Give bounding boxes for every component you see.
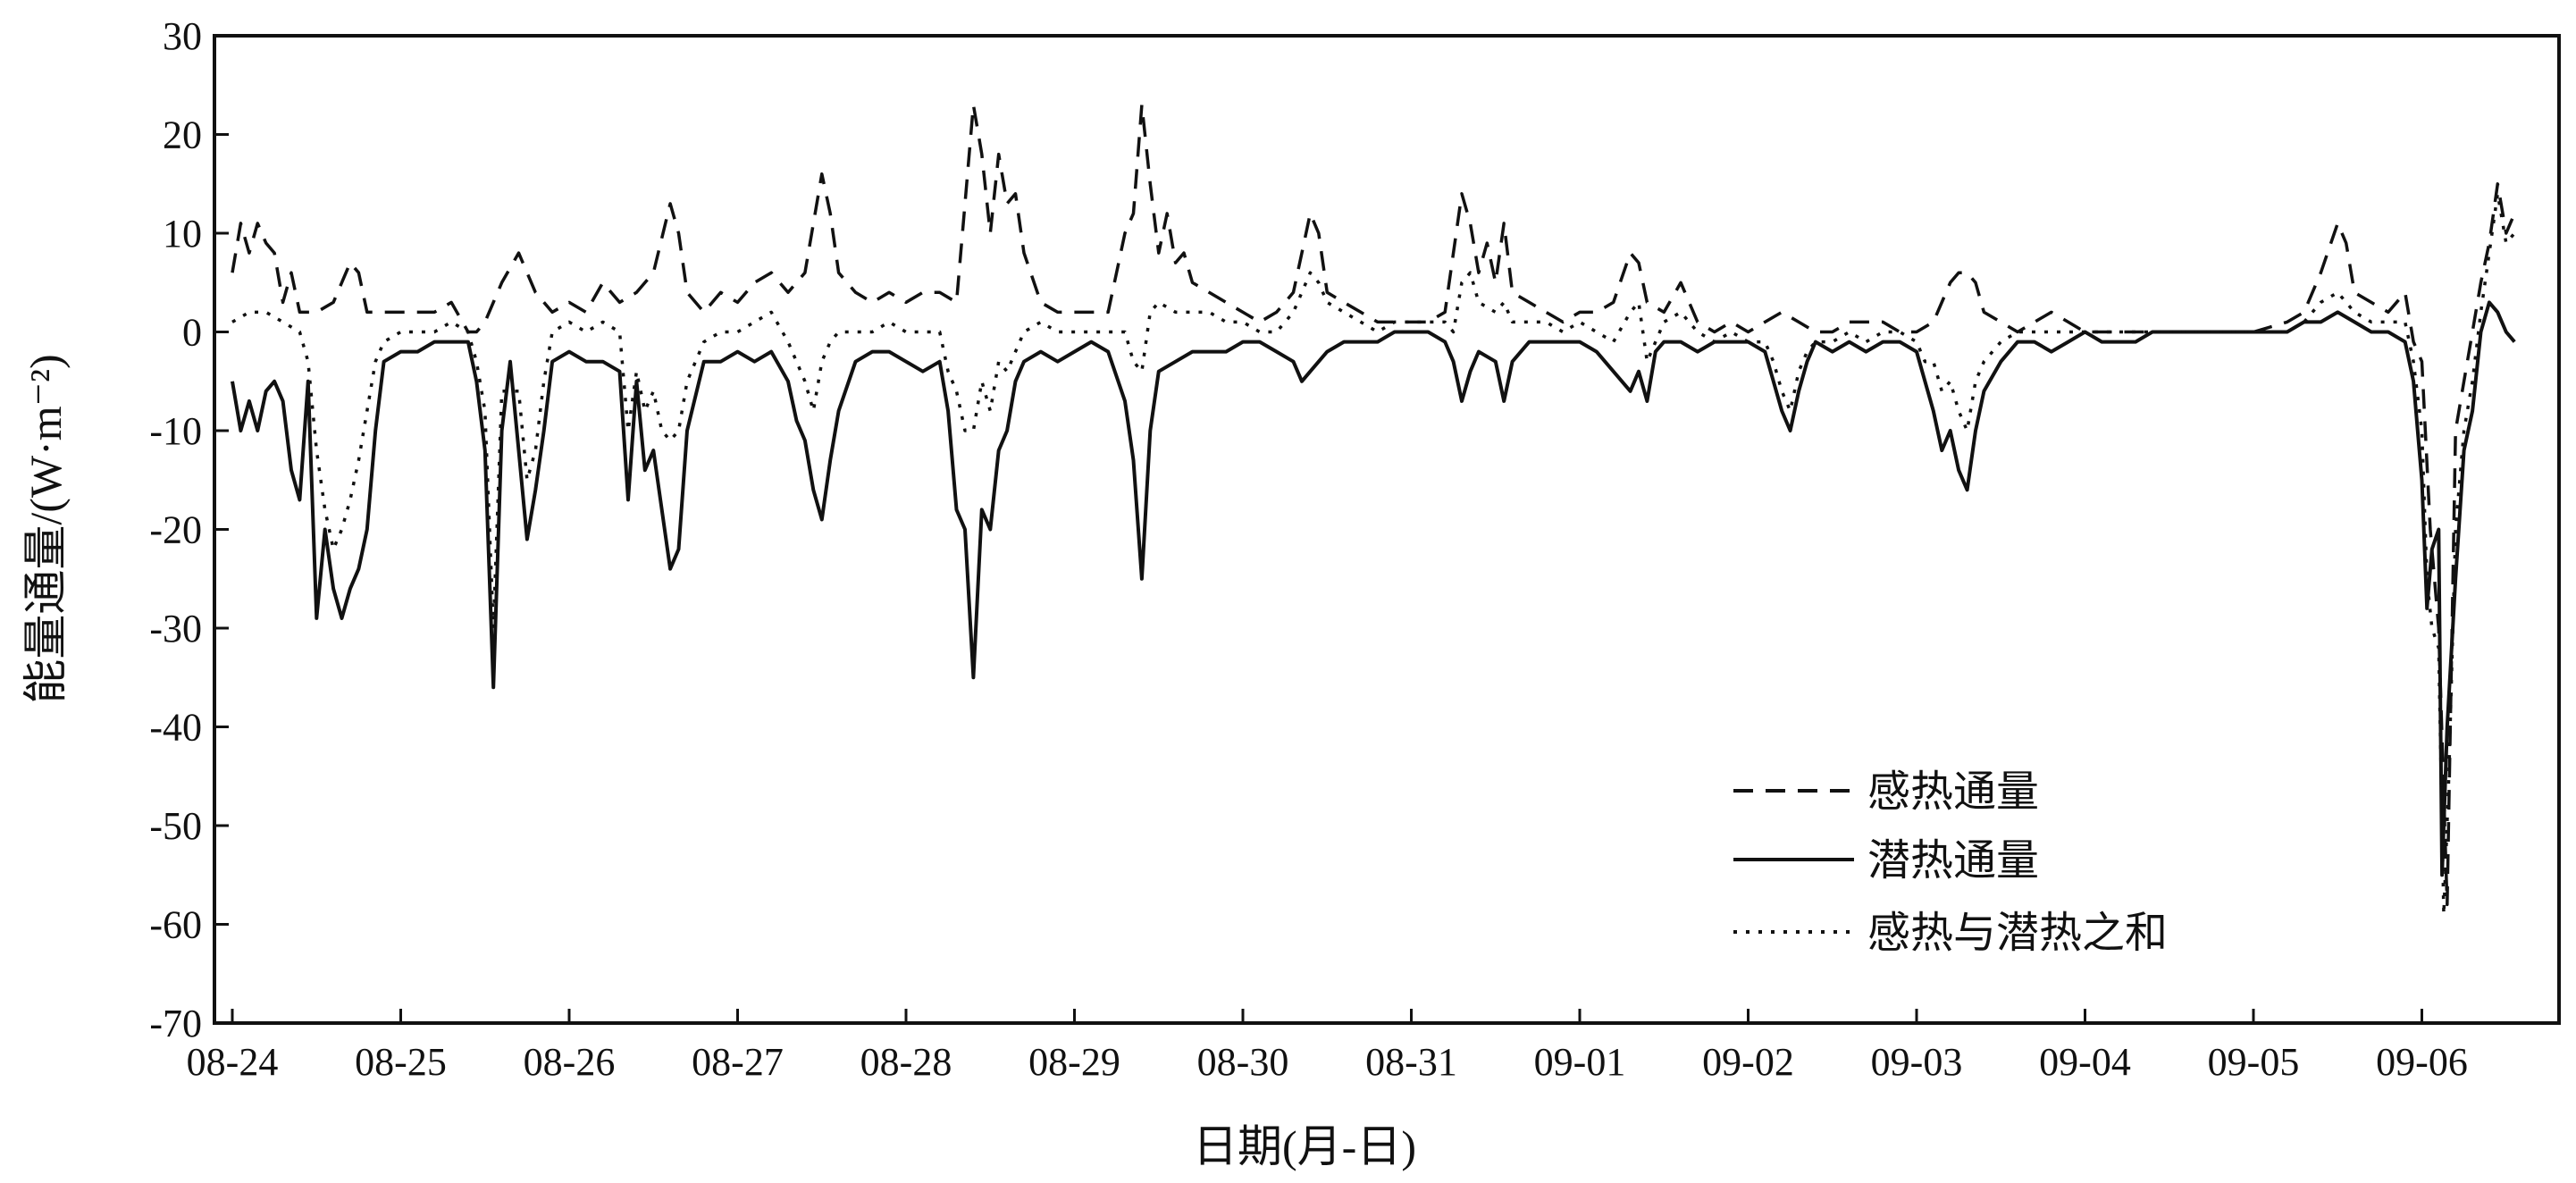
y-tick-label: -30 (149, 607, 202, 650)
y-tick-label: -40 (149, 706, 202, 750)
x-tick-label: 08-24 (187, 1040, 279, 1084)
y-tick-label: 10 (163, 212, 202, 256)
legend-label-latent: 潜热通量 (1867, 837, 2039, 885)
x-tick-label: 08-29 (1028, 1040, 1120, 1084)
series-group (231, 103, 2516, 917)
y-tick-label: -50 (149, 804, 202, 848)
x-tick-label: 08-31 (1365, 1040, 1457, 1084)
x-axis-title: 日期(月-日) (1193, 1121, 1416, 1171)
x-tick-label: 09-03 (1871, 1040, 1963, 1084)
x-tick-label: 09-04 (2039, 1040, 2131, 1084)
plot-frame (213, 34, 2561, 1025)
x-tick-label: 09-05 (2208, 1040, 2300, 1084)
y-tick-label: -10 (149, 409, 202, 453)
series-line-0 (231, 103, 2516, 907)
y-axis: 30 20 10 0 -10 -20 -30 -40 -50 -60 -70 (149, 14, 229, 1045)
x-tick-label: 08-27 (692, 1040, 784, 1084)
x-tick-label: 09-06 (2376, 1040, 2468, 1084)
y-tick-label: 0 (182, 311, 202, 355)
x-tick-label: 08-28 (860, 1040, 952, 1084)
x-axis: 08-24 08-25 08-26 08-27 08-28 08-29 08-30 08-31… (187, 1009, 2468, 1084)
series-line-1 (231, 300, 2516, 877)
y-tick-label: -20 (149, 508, 202, 552)
legend-label-sensible: 感热通量 (1867, 768, 2039, 816)
x-tick-label: 09-02 (1702, 1040, 1794, 1084)
x-tick-label: 08-25 (355, 1040, 447, 1084)
x-tick-label: 08-30 (1197, 1040, 1289, 1084)
y-tick-label: -60 (149, 903, 202, 947)
x-tick-label: 09-01 (1534, 1040, 1626, 1084)
legend-label-sum: 感热与潜热之和 (1867, 910, 2168, 957)
x-tick-label: 08-26 (524, 1040, 616, 1084)
y-tick-label: -70 (149, 1002, 202, 1045)
legend: 感热通量 潜热通量 感热与潜热之和 (1733, 768, 2168, 957)
y-axis-title: 能量通量/(W·m⁻²) (21, 354, 71, 703)
y-tick-label: 20 (163, 113, 202, 157)
series-line-2 (231, 192, 2516, 917)
y-tick-label: 30 (163, 14, 202, 58)
